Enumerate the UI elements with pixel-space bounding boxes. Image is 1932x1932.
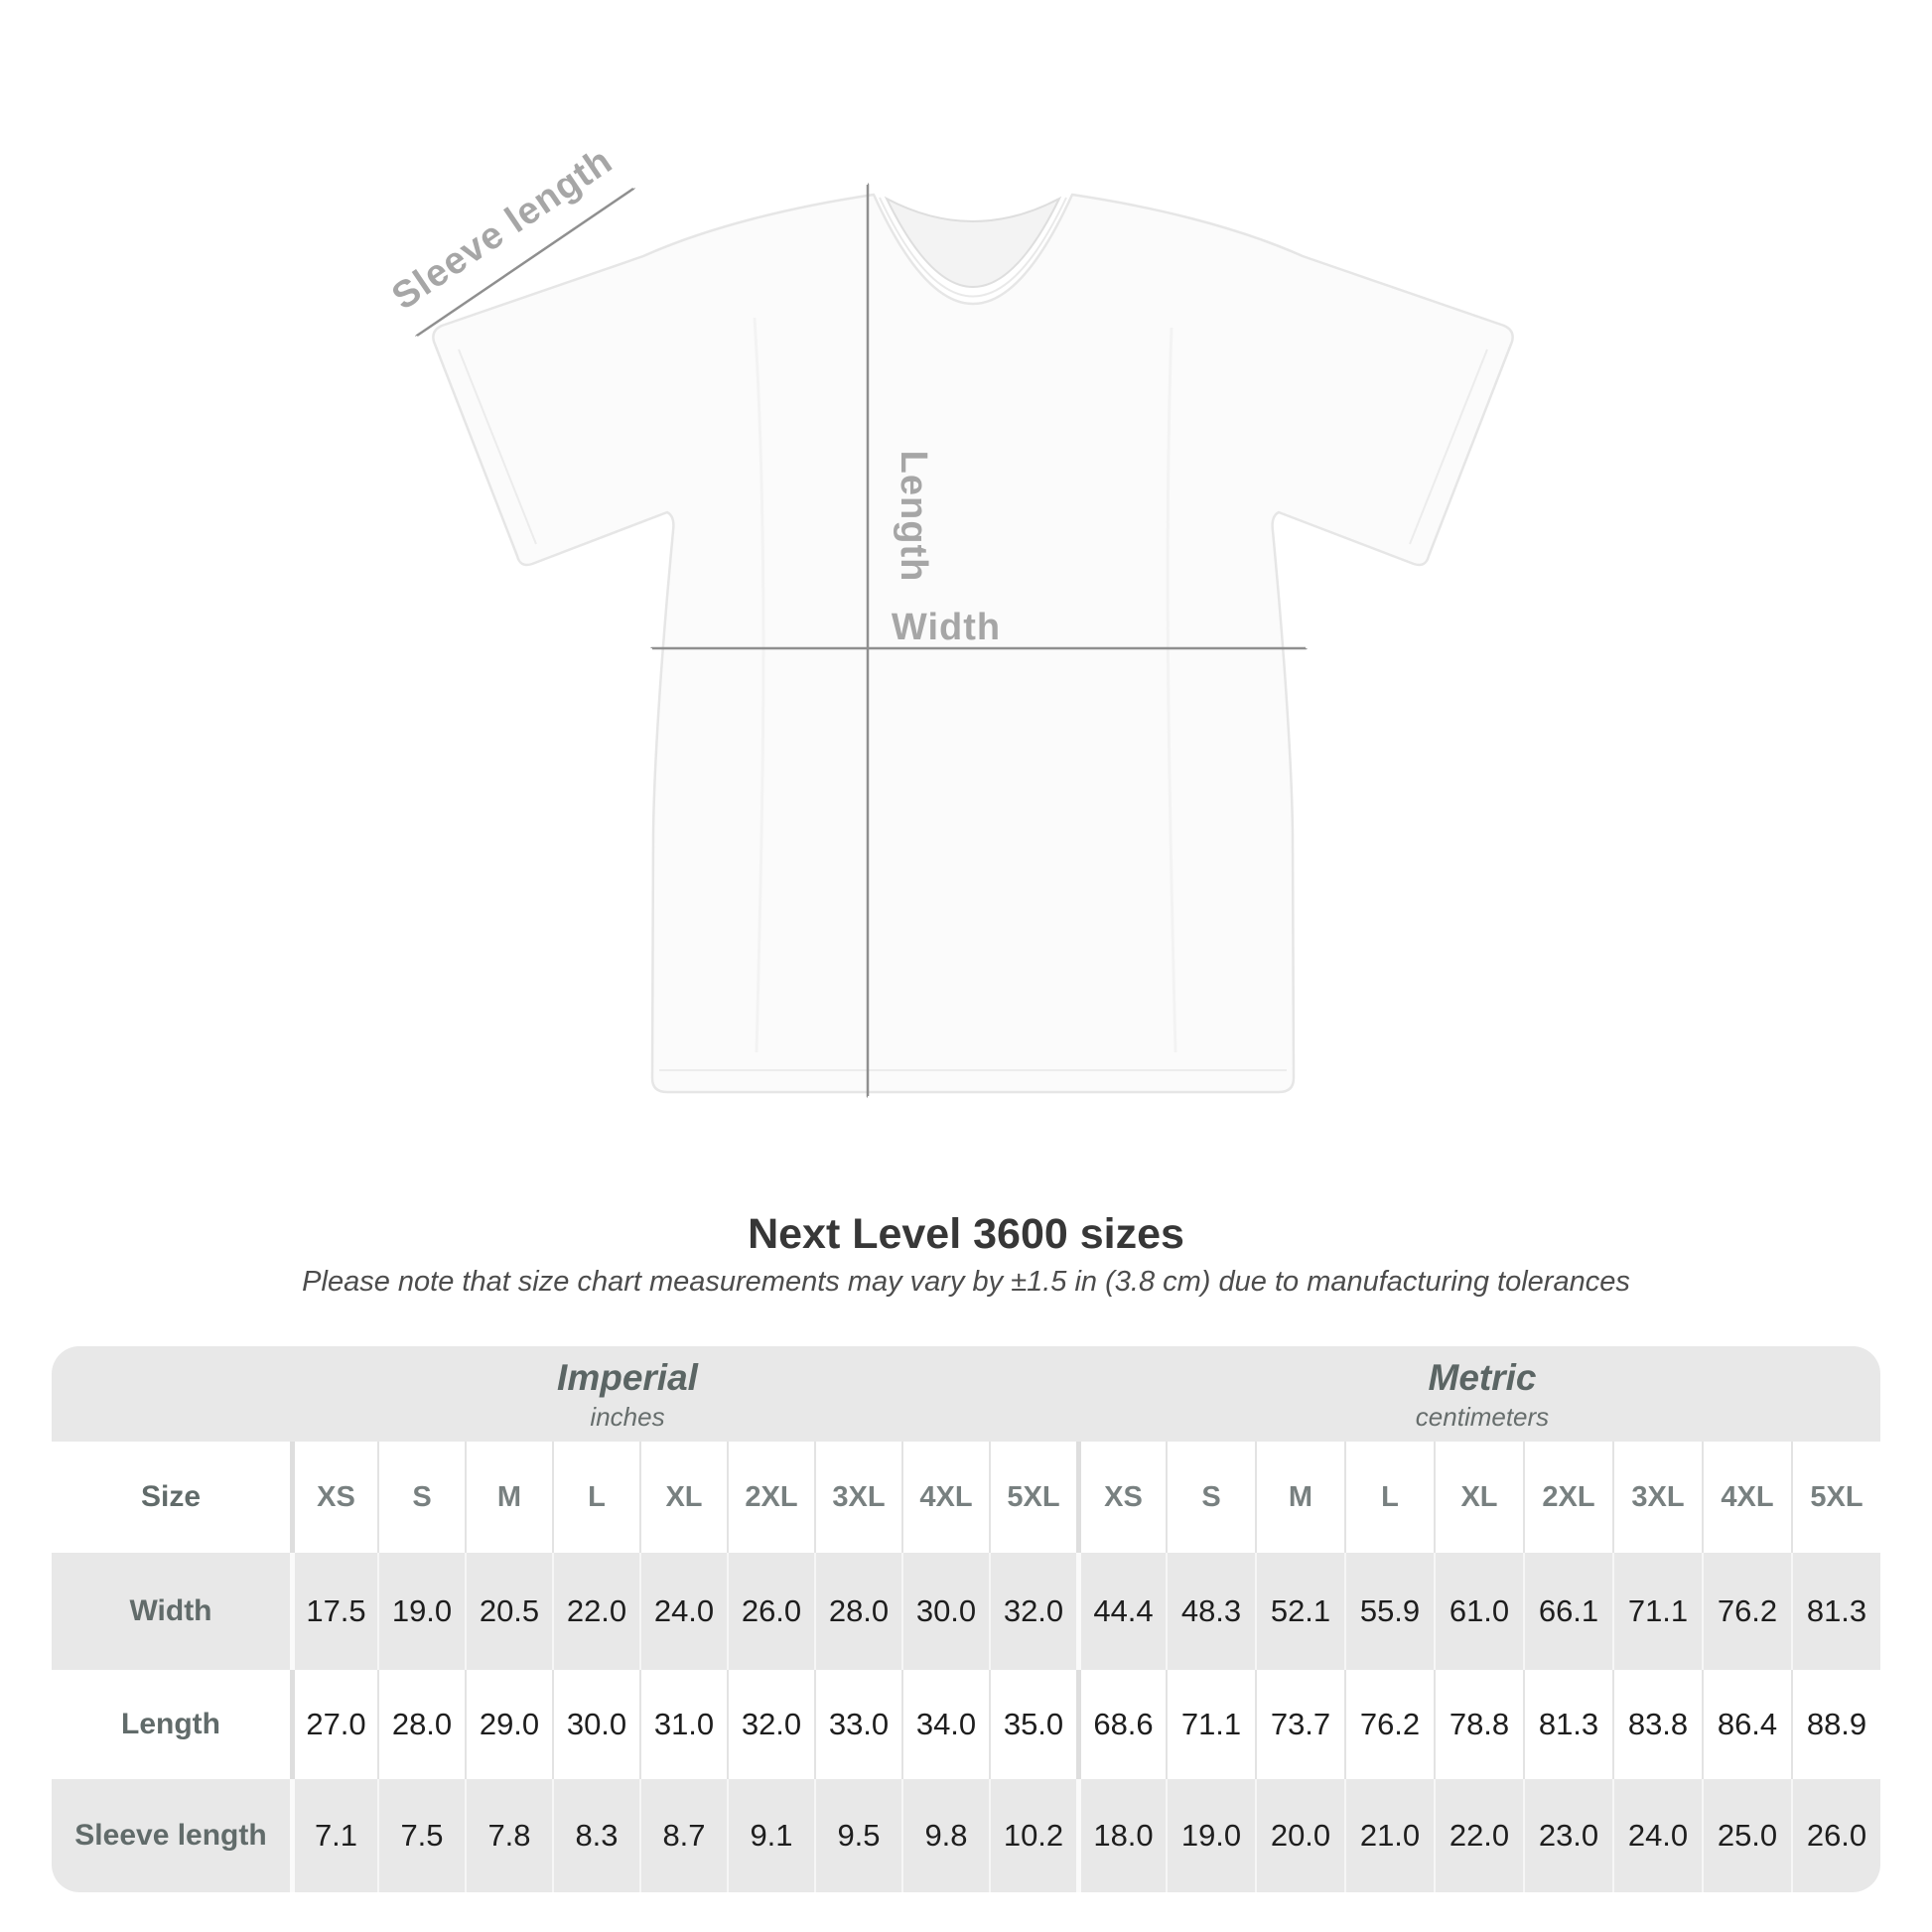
size-col-header-metric: 4XL (1702, 1442, 1791, 1553)
measurement-value-imperial: 17.5 (290, 1553, 377, 1670)
measurement-value-metric: 23.0 (1523, 1779, 1612, 1892)
size-col-header-imperial: 4XL (901, 1442, 989, 1553)
measurement-value-imperial: 9.8 (901, 1779, 989, 1892)
measurement-row-label: Length (121, 1708, 220, 1740)
measurement-value-imperial: 10.2 (989, 1779, 1076, 1892)
size-col-header-imperial: L (552, 1442, 639, 1553)
measurement-value-metric: 20.0 (1255, 1779, 1344, 1892)
size-col-header-metric: 3XL (1612, 1442, 1702, 1553)
measurement-value-metric: 25.0 (1702, 1779, 1791, 1892)
measurement-value-metric: 52.1 (1255, 1553, 1344, 1670)
measurement-value-metric: 71.1 (1612, 1553, 1702, 1670)
measurement-value-metric: 88.9 (1791, 1670, 1880, 1779)
measurement-value-metric: 81.3 (1791, 1553, 1880, 1670)
measurement-value-metric: 83.8 (1612, 1670, 1702, 1779)
measurement-value-metric: 44.4 (1076, 1553, 1166, 1670)
measurement-value-metric: 76.2 (1344, 1670, 1434, 1779)
measurement-value-metric: 21.0 (1344, 1779, 1434, 1892)
table-row: Length 27.0 28.0 29.0 30.0 31.0 32.0 33.0 34.0 35… (52, 1670, 1880, 1779)
measurement-value-imperial: 29.0 (465, 1670, 552, 1779)
size-table-rows: Size XS S M L XL 2XL 3XL 4XL 5XL XS S M L XL 2XL 3XL 4XL 5… (52, 1442, 1880, 1892)
unit-group-header-row: Imperial inches Metric centimeters (52, 1346, 1880, 1442)
measurement-value-metric: 18.0 (1076, 1779, 1166, 1892)
size-col-header-metric: XS (1076, 1442, 1166, 1553)
measurement-value-imperial: 33.0 (814, 1670, 901, 1779)
size-col-header-metric: L (1344, 1442, 1434, 1553)
size-col-header-imperial: M (465, 1442, 552, 1553)
table-row: Sleeve length 7.1 7.5 7.8 8.3 8.7 9.1 9.5 9.8 10.… (52, 1779, 1880, 1892)
measurement-value-imperial: 8.7 (639, 1779, 727, 1892)
size-col-header-imperial: 3XL (814, 1442, 901, 1553)
imperial-label: Imperial (557, 1357, 698, 1398)
measurement-value-imperial: 19.0 (377, 1553, 465, 1670)
measurement-value-imperial: 32.0 (989, 1553, 1076, 1670)
metric-unit-label: centimeters (1415, 1402, 1550, 1432)
measurement-value-metric: 61.0 (1434, 1553, 1523, 1670)
measurement-value-imperial: 22.0 (552, 1553, 639, 1670)
length-dimension-label: Length (893, 451, 934, 583)
header-spacer (52, 1346, 171, 1442)
size-row-label: Size (140, 1480, 202, 1513)
measurement-value-metric: 71.1 (1166, 1670, 1255, 1779)
measurement-value-metric: 19.0 (1166, 1779, 1255, 1892)
measurement-value-imperial: 9.5 (814, 1779, 901, 1892)
measurement-value-metric: 68.6 (1076, 1670, 1166, 1779)
measurement-value-imperial: 24.0 (639, 1553, 727, 1670)
width-dimension-label: Width (892, 607, 1001, 648)
metric-group-header: Metric centimeters (1084, 1346, 1880, 1442)
size-col-header-imperial: S (377, 1442, 465, 1553)
size-col-header-imperial: XS (290, 1442, 377, 1553)
size-col-header-imperial: XL (639, 1442, 727, 1553)
size-chart-table: Imperial inches Metric centimeters Size X… (52, 1346, 1880, 1892)
measurement-value-imperial: 28.0 (377, 1670, 465, 1779)
size-col-header-imperial: 2XL (727, 1442, 814, 1553)
measurement-arrows (417, 185, 1306, 1096)
measurement-row-label: Width (129, 1594, 212, 1627)
imperial-unit-label: inches (590, 1402, 665, 1432)
sleeve-length-arrow (417, 189, 633, 336)
measurement-value-imperial: 20.5 (465, 1553, 552, 1670)
table-row: Size XS S M L XL 2XL 3XL 4XL 5XL XS S M L XL 2XL 3XL 4XL 5… (52, 1442, 1880, 1553)
measurement-row-label: Sleeve length (74, 1819, 267, 1852)
page-title: Next Level 3600 sizes (748, 1210, 1184, 1258)
measurement-value-imperial: 7.8 (465, 1779, 552, 1892)
measurement-value-imperial: 30.0 (901, 1553, 989, 1670)
measurement-value-imperial: 27.0 (290, 1670, 377, 1779)
measurement-value-metric: 48.3 (1166, 1553, 1255, 1670)
measurement-value-imperial: 7.1 (290, 1779, 377, 1892)
measurement-value-metric: 73.7 (1255, 1670, 1344, 1779)
measurement-value-metric: 55.9 (1344, 1553, 1434, 1670)
table-row: Width 17.5 19.0 20.5 22.0 24.0 26.0 28.0 30.0 32.… (52, 1553, 1880, 1670)
measurement-value-metric: 66.1 (1523, 1553, 1612, 1670)
size-col-header-imperial: 5XL (989, 1442, 1076, 1553)
measurement-value-metric: 86.4 (1702, 1670, 1791, 1779)
imperial-group-header: Imperial inches (171, 1346, 1084, 1442)
size-col-header-metric: M (1255, 1442, 1344, 1553)
measurement-value-imperial: 28.0 (814, 1553, 901, 1670)
size-col-header-metric: 2XL (1523, 1442, 1612, 1553)
measurement-value-imperial: 34.0 (901, 1670, 989, 1779)
measurement-value-imperial: 32.0 (727, 1670, 814, 1779)
measurement-value-imperial: 26.0 (727, 1553, 814, 1670)
measurement-value-imperial: 8.3 (552, 1779, 639, 1892)
metric-label: Metric (1428, 1357, 1537, 1398)
size-col-header-metric: 5XL (1791, 1442, 1880, 1553)
measurement-value-metric: 24.0 (1612, 1779, 1702, 1892)
tolerance-note: Please note that size chart measurements… (302, 1266, 1630, 1298)
measurement-value-imperial: 35.0 (989, 1670, 1076, 1779)
measurement-value-metric: 76.2 (1702, 1553, 1791, 1670)
measurement-value-imperial: 7.5 (377, 1779, 465, 1892)
measurement-value-metric: 22.0 (1434, 1779, 1523, 1892)
measurement-value-imperial: 31.0 (639, 1670, 727, 1779)
size-col-header-metric: S (1166, 1442, 1255, 1553)
measurement-value-metric: 81.3 (1523, 1670, 1612, 1779)
measurement-value-imperial: 9.1 (727, 1779, 814, 1892)
measurement-value-metric: 78.8 (1434, 1670, 1523, 1779)
measurement-value-imperial: 30.0 (552, 1670, 639, 1779)
size-col-header-metric: XL (1434, 1442, 1523, 1553)
tshirt-measurement-diagram: Sleeve length Length Width (385, 140, 1514, 1191)
measurement-value-metric: 26.0 (1791, 1779, 1880, 1892)
